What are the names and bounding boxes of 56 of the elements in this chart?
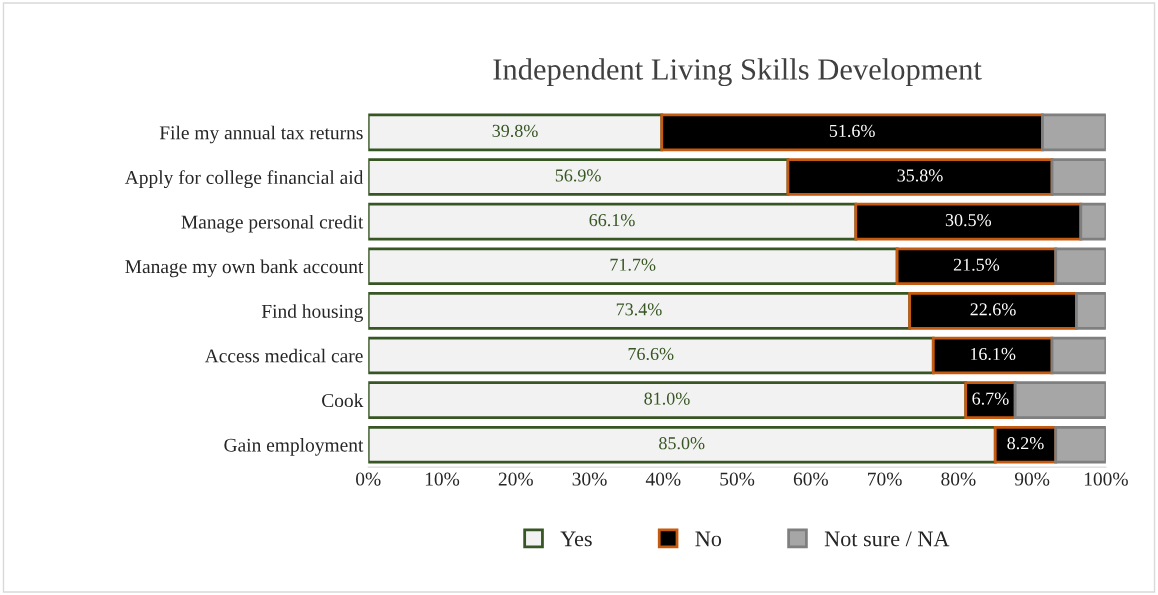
bar xyxy=(786,158,1054,196)
bar xyxy=(931,336,1054,375)
x-tick-label: 10% xyxy=(425,472,460,486)
data-label: 76.6% xyxy=(628,347,674,361)
bar xyxy=(1054,247,1106,286)
x-tick-label: 60% xyxy=(793,472,828,486)
data-label: 21.5% xyxy=(953,258,1000,271)
x-tick-label: 50% xyxy=(720,472,755,486)
chart-title: Independent Living Skills Development xyxy=(493,58,982,87)
data-label: 39.8% xyxy=(492,124,538,137)
y-tick-label: Apply for college financial aid xyxy=(124,170,364,189)
bar xyxy=(1074,292,1106,330)
x-tick-label: 70% xyxy=(868,472,902,486)
data-label: 51.6% xyxy=(829,124,875,137)
bar xyxy=(1054,425,1106,464)
data-label: 22.6% xyxy=(970,303,1016,316)
data-label: 56.9% xyxy=(555,169,601,182)
data-label: 66.1% xyxy=(589,213,635,227)
bar xyxy=(1041,113,1106,152)
legend-label: Yes xyxy=(560,531,592,547)
bar xyxy=(1050,158,1106,196)
legend-label: Not sure / NA xyxy=(824,531,950,547)
bar xyxy=(368,158,790,196)
data-label: 35.8% xyxy=(897,169,943,182)
y-tick-label: Find housing xyxy=(261,304,364,322)
data-label: 73.4% xyxy=(616,303,662,316)
data-label: 8.2% xyxy=(1007,437,1044,450)
x-tick-label: 30% xyxy=(572,472,607,486)
data-label: 6.7% xyxy=(972,392,1009,405)
y-tick-label: Manage personal credit xyxy=(181,214,364,233)
y-tick-label: Access medical care xyxy=(204,348,363,363)
bar xyxy=(1050,336,1106,375)
y-tick-label: Manage my own bank account xyxy=(125,259,364,278)
x-tick-label: 90% xyxy=(1014,472,1050,486)
data-label: 85.0% xyxy=(659,437,705,450)
bar xyxy=(964,381,1017,419)
data-label: 71.7% xyxy=(610,258,656,271)
x-tick-label: 40% xyxy=(645,472,681,486)
data-label: 81.0% xyxy=(644,392,690,405)
y-tick-label: Cook xyxy=(322,393,364,408)
data-label: 16.1% xyxy=(970,347,1016,361)
x-tick-label: 20% xyxy=(498,472,533,486)
bar xyxy=(1013,381,1106,419)
bar xyxy=(368,336,935,375)
x-tick-label: 0% xyxy=(356,472,381,486)
y-tick-label: Gain employment xyxy=(224,438,364,456)
legend-label: No xyxy=(695,531,722,547)
x-tick-label: 100% xyxy=(1084,472,1128,486)
data-label: 30.5% xyxy=(945,213,992,227)
x-tick-label: 80% xyxy=(941,472,976,486)
bar xyxy=(368,425,997,464)
bar xyxy=(1079,202,1106,241)
y-tick-label: File my annual tax returns xyxy=(159,125,363,144)
bar xyxy=(660,113,1044,152)
bar xyxy=(368,247,899,286)
bar xyxy=(908,292,1078,330)
